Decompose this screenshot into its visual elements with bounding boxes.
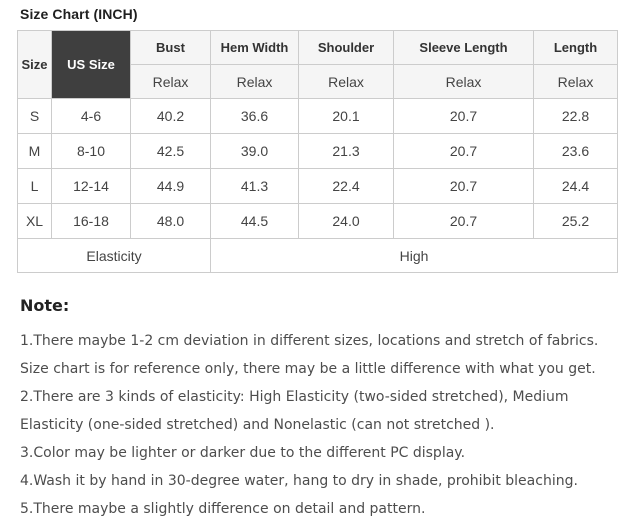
note-item-1: 1.There maybe 1-2 cm deviation in differ…	[20, 333, 599, 377]
table-row-m: M 8-10 42.5 39.0 21.3 20.7 23.6	[17, 133, 618, 169]
note-item-3: 3.Color may be lighter or darker due to …	[20, 445, 466, 461]
size-column-header: Size	[17, 30, 52, 99]
note-section: Note: 1.There maybe 1-2 cm deviation in …	[20, 296, 612, 523]
note-item-4: 4.Wash it by hand in 30-degree water, ha…	[20, 473, 578, 489]
hem-width-value: 44.5	[210, 203, 299, 239]
bust-value: 44.9	[130, 168, 211, 204]
note-heading: Note:	[20, 296, 70, 315]
sleeve-length-value: 20.7	[393, 98, 534, 134]
hem-width-fit-cell: Relax	[210, 64, 299, 99]
us-size-cell: 16-18	[51, 203, 131, 239]
size-cell: M	[17, 133, 52, 169]
note-item-2: 2.There are 3 kinds of elasticity: High …	[20, 389, 569, 433]
length-column-header: Length	[533, 30, 618, 65]
table-fit-row: Relax Relax Relax Relax Relax	[18, 64, 618, 99]
table-row-l: L 12-14 44.9 41.3 22.4 20.7 24.4	[17, 168, 618, 204]
us-size-cell: 8-10	[51, 133, 131, 169]
shoulder-column-header: Shoulder	[298, 30, 394, 65]
sleeve-length-value: 20.7	[393, 203, 534, 239]
length-value: 22.8	[533, 98, 618, 134]
hem-width-value: 36.6	[210, 98, 299, 134]
bust-value: 40.2	[130, 98, 211, 134]
sleeve-length-value: 20.7	[393, 168, 534, 204]
size-chart-table: Size US Size Bust Hem Width Shoulder Sle…	[17, 30, 618, 273]
length-fit-cell: Relax	[533, 64, 618, 99]
table-row-s: S 4-6 40.2 36.6 20.1 20.7 22.8	[17, 98, 618, 134]
hem-width-column-header: Hem Width	[210, 30, 299, 65]
note-list: 1.There maybe 1-2 cm deviation in differ…	[20, 327, 612, 523]
bust-fit-cell: Relax	[130, 64, 211, 99]
bust-value: 42.5	[130, 133, 211, 169]
shoulder-value: 21.3	[298, 133, 394, 169]
us-size-column-header: US Size	[51, 30, 131, 99]
bust-value: 48.0	[130, 203, 211, 239]
us-size-cell: 12-14	[51, 168, 131, 204]
length-value: 23.6	[533, 133, 618, 169]
elasticity-row: Elasticity High	[17, 238, 618, 273]
note-item-5: 5.There maybe a slightly difference on d…	[20, 501, 426, 517]
sleeve-length-value: 20.7	[393, 133, 534, 169]
bust-column-header: Bust	[130, 30, 211, 65]
elasticity-label: Elasticity	[17, 238, 211, 273]
elasticity-value: High	[210, 238, 618, 273]
length-value: 24.4	[533, 168, 618, 204]
size-cell: XL	[17, 203, 52, 239]
us-size-cell: 4-6	[51, 98, 131, 134]
size-cell: L	[17, 168, 52, 204]
shoulder-value: 20.1	[298, 98, 394, 134]
sleeve-length-fit-cell: Relax	[393, 64, 534, 99]
sleeve-length-column-header: Sleeve Length	[393, 30, 534, 65]
shoulder-fit-cell: Relax	[298, 64, 394, 99]
size-cell: S	[17, 98, 52, 134]
shoulder-value: 24.0	[298, 203, 394, 239]
page-title: Size Chart (INCH)	[20, 6, 138, 22]
length-value: 25.2	[533, 203, 618, 239]
hem-width-value: 39.0	[210, 133, 299, 169]
hem-width-value: 41.3	[210, 168, 299, 204]
shoulder-value: 22.4	[298, 168, 394, 204]
table-row-xl: XL 16-18 48.0 44.5 24.0 20.7 25.2	[17, 203, 618, 239]
table-header-row: Size US Size Bust Hem Width Shoulder Sle…	[17, 30, 618, 99]
